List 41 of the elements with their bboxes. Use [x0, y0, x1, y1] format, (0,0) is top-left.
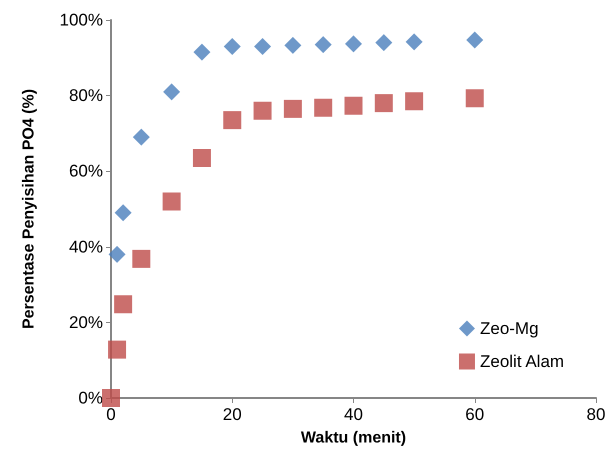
point	[132, 250, 150, 268]
point	[162, 192, 181, 210]
point	[314, 98, 332, 117]
x-axis-title: Waktu (menit)	[300, 430, 406, 446]
point	[224, 38, 241, 55]
point	[114, 204, 132, 222]
legend-label: Zeo-Mg	[480, 319, 539, 338]
legend-label: Zeolit Alam	[480, 352, 564, 371]
y-tick-label: 100%	[60, 10, 103, 30]
point	[114, 295, 132, 314]
point	[406, 33, 423, 50]
point	[254, 102, 272, 120]
y-tick-label: 80%	[68, 86, 103, 106]
point	[345, 35, 362, 52]
y-axis-title: Persentase Penyisihan PO4 (%)	[20, 88, 38, 330]
x-tick-label: 80	[586, 405, 606, 424]
y-tick-label: 40%	[68, 237, 103, 256]
x-tick-label: 60	[465, 405, 484, 424]
point	[284, 36, 302, 54]
point	[193, 44, 210, 61]
point	[375, 34, 392, 52]
x-tick-label: 0	[106, 405, 116, 424]
y-tick-label: 60%	[68, 162, 103, 181]
x-tick-label: 40	[344, 405, 363, 424]
point	[284, 100, 302, 118]
point	[192, 148, 211, 167]
point	[466, 32, 484, 49]
point	[223, 111, 242, 130]
point	[108, 340, 126, 359]
x-tick-label: 20	[222, 405, 242, 424]
point	[163, 83, 180, 100]
point	[344, 96, 362, 115]
point	[405, 92, 424, 110]
y-tick-label: 20%	[68, 312, 103, 332]
point	[108, 246, 126, 263]
point	[102, 389, 120, 407]
point	[314, 36, 332, 54]
point	[254, 38, 272, 55]
point	[466, 89, 484, 108]
point	[132, 128, 150, 146]
point	[374, 94, 393, 112]
